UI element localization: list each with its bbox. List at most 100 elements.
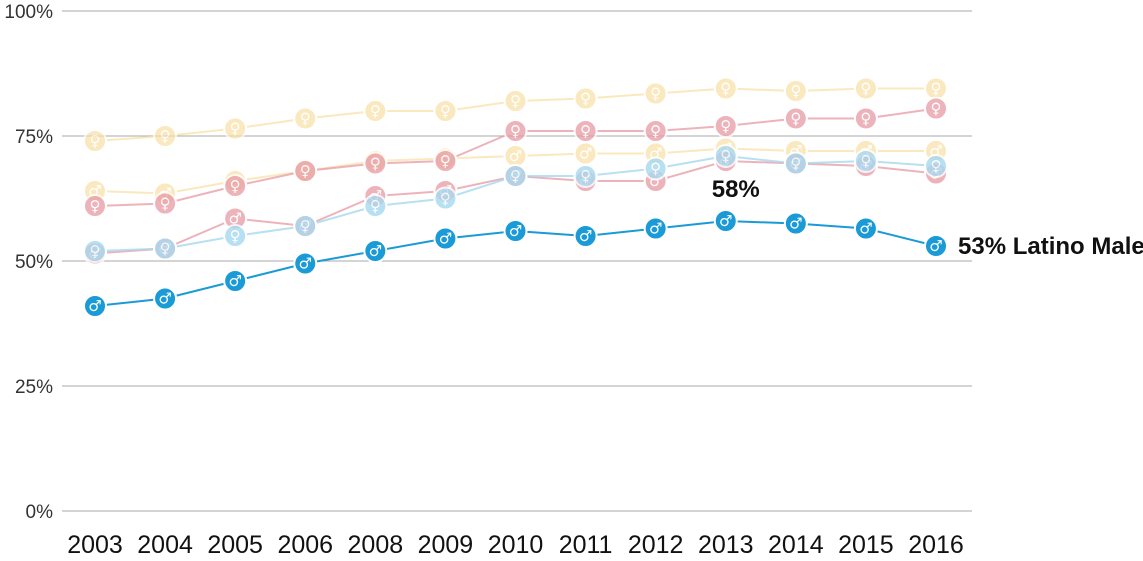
grid: [62, 10, 972, 512]
male-symbol-icon: ♂: [649, 220, 662, 238]
data-point: [223, 224, 248, 248]
female-symbol-icon: ♀: [931, 100, 942, 118]
series-0: ♀ ♀ ♀ ♀ ♀ ♀ ♀ ♀ ♀ ♀ ♀ ♀ ♀: [83, 76, 948, 153]
female-symbol-icon: ♀: [510, 167, 521, 185]
y-tick-label: 75%: [15, 127, 53, 148]
data-point: [83, 129, 107, 153]
data-point: [293, 251, 318, 276]
data-point: [433, 226, 458, 251]
data-point: [643, 216, 668, 241]
female-symbol-icon: ♀: [300, 162, 311, 180]
data-point: [713, 76, 738, 101]
annotation-peak-value: 58%: [712, 176, 760, 203]
data-point: [363, 194, 388, 218]
male-symbol-icon: ♂: [859, 220, 872, 238]
female-symbol-icon: ♀: [160, 127, 171, 145]
female-symbol-icon: ♀: [650, 85, 661, 103]
y-tick-label: 100%: [4, 2, 53, 23]
data-point: [153, 124, 178, 148]
female-symbol-icon: ♀: [931, 157, 942, 175]
x-tick-label: 2013: [698, 531, 754, 559]
x-tick-label: 2016: [908, 531, 964, 559]
male-symbol-icon: ♂: [369, 242, 382, 260]
female-symbol-icon: ♀: [90, 242, 101, 260]
series-2: ♀ ♀ ♀ ♀ ♀ ♀ ♀ ♀ ♀ ♀ ♀ ♀ ♀: [83, 96, 948, 218]
y-tick-label: 25%: [15, 377, 53, 398]
data-point: [713, 114, 738, 138]
annotations: 58% 53% Latino Male: [712, 176, 1143, 260]
x-tick-label: 2012: [628, 531, 684, 559]
female-symbol-icon: ♀: [790, 110, 801, 128]
data-point: [433, 186, 458, 211]
data-point: [503, 219, 528, 243]
female-symbol-icon: ♀: [931, 80, 942, 98]
female-symbol-icon: ♀: [720, 117, 731, 135]
x-tick-label: 2010: [488, 531, 544, 559]
data-point: [363, 99, 388, 123]
male-symbol-icon: ♂: [228, 210, 241, 228]
y-axis-ticks: 0% 25% 50% 75% 100%: [4, 2, 53, 523]
data-point: [643, 81, 668, 106]
x-tick-label: 2008: [348, 531, 404, 559]
data-point: [83, 194, 107, 218]
y-tick-label: 0%: [26, 502, 54, 523]
data-point: [573, 119, 598, 143]
female-symbol-icon: ♀: [370, 102, 381, 120]
female-symbol-icon: ♀: [650, 122, 661, 140]
x-tick-label: 2004: [137, 531, 193, 559]
x-axis-ticks: 2003 2004 2005 2006 2008 2009 2010 2011 2012 2013…: [67, 531, 964, 559]
data-point: [573, 224, 598, 248]
data-point: [153, 286, 178, 311]
data-point: [783, 79, 808, 103]
series-5: ♂ ♂ ♂ ♂ ♂ ♂ ♂ ♂ ♂ ♂ ♂ ♂ ♂: [83, 209, 948, 318]
male-symbol-icon: ♂: [299, 255, 312, 273]
female-symbol-icon: ♀: [720, 80, 731, 98]
data-point: [713, 209, 738, 233]
female-symbol-icon: ♀: [230, 227, 241, 245]
data-point: [853, 76, 878, 101]
data-point: [924, 234, 948, 258]
data-point: [433, 149, 458, 173]
data-point: [153, 236, 178, 261]
female-symbol-icon: ♀: [580, 167, 591, 185]
female-symbol-icon: ♀: [370, 197, 381, 215]
data-point: [83, 294, 107, 318]
female-symbol-icon: ♀: [440, 102, 451, 120]
male-symbol-icon: ♂: [579, 227, 592, 245]
x-tick-label: 2005: [207, 531, 263, 559]
female-symbol-icon: ♀: [580, 90, 591, 108]
female-symbol-icon: ♀: [440, 190, 451, 208]
data-point: [783, 211, 808, 236]
data-point: [83, 239, 107, 263]
male-symbol-icon: ♂: [929, 237, 942, 255]
data-point: [293, 159, 318, 183]
data-point: [853, 106, 878, 131]
data-point: [293, 106, 318, 131]
x-tick-label: 2009: [418, 531, 474, 559]
female-symbol-icon: ♀: [720, 147, 731, 165]
female-symbol-icon: ♀: [370, 155, 381, 173]
data-point: [573, 164, 598, 188]
female-symbol-icon: ♀: [790, 82, 801, 100]
data-point: [643, 119, 668, 143]
series-4: ♀ ♀ ♀ ♀ ♀ ♀ ♀ ♀ ♀ ♀ ♀ ♀ ♀: [83, 144, 948, 263]
female-symbol-icon: ♀: [90, 197, 101, 215]
data-point: [713, 144, 738, 168]
male-symbol-icon: ♂: [719, 212, 732, 230]
male-symbol-icon: ♂: [88, 297, 101, 315]
data-point: [573, 86, 598, 111]
female-symbol-icon: ♀: [230, 120, 241, 138]
data-point: [924, 96, 948, 121]
female-symbol-icon: ♀: [230, 177, 241, 195]
data-point: [783, 151, 808, 176]
data-point: [853, 216, 878, 241]
data-point: [503, 89, 528, 113]
male-symbol-icon: ♂: [228, 272, 241, 290]
data-point: [293, 214, 318, 238]
data-point: [223, 174, 248, 198]
x-tick-label: 2014: [768, 531, 824, 559]
female-symbol-icon: ♀: [580, 122, 591, 140]
male-symbol-icon: ♂: [509, 147, 522, 165]
data-point: [503, 119, 528, 143]
